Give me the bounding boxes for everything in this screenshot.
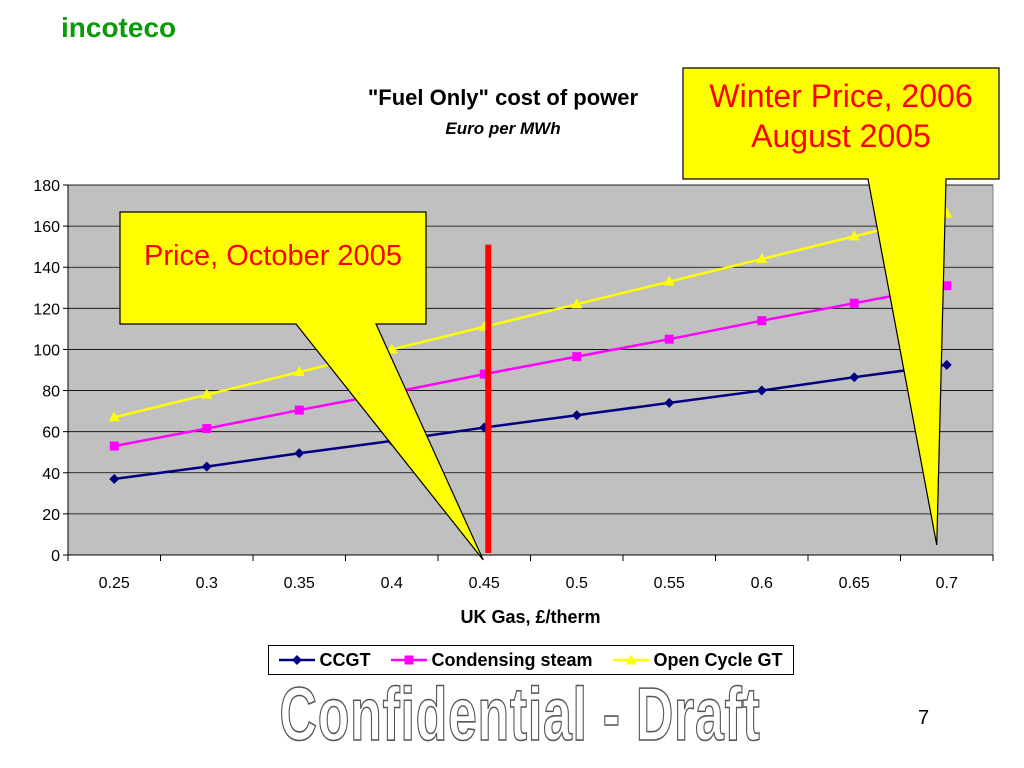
data-point-open-cycle-gt [386,343,398,354]
legend-label-condensing-steam: Condensing steam [431,649,593,670]
legend-swatch-open-cycle-gt [613,654,650,665]
x-tick-label: 0.25 [99,575,130,592]
callout-winter-text: Winter Price, 2006 August 2005 [683,76,999,156]
legend-swatch-ccgt [279,655,316,665]
y-tick-label: 120 [33,301,60,318]
chart-title: "Fuel Only" cost of power [367,85,639,110]
series-line-open-cycle-gt [113,212,948,419]
data-point-ccgt [849,372,860,383]
y-tick-label: 160 [33,219,60,236]
callout-winter-bubble [682,67,1000,546]
chart-legend: CCGT Condensing steam Open Cycle GT [268,645,794,675]
data-point-open-cycle-gt [571,298,583,309]
data-point-ccgt [571,410,582,421]
series-line-ccgt [114,363,947,481]
x-tick-label: 0.3 [196,575,218,592]
callout-october-text: Price, October 2005 [144,240,402,272]
x-tick-label: 0.35 [284,575,315,592]
x-tick-label: 0.6 [751,575,773,592]
chart-subtitle: Euro per MWh [445,119,561,138]
data-point-condensing-steam [849,298,859,308]
page-number: 7 [918,707,930,729]
y-tick-label: 0 [51,548,60,565]
y-tick-label: 20 [42,507,60,524]
data-point-condensing-steam [942,281,952,291]
legend-swatch-condensing-steam [391,655,428,665]
data-point-condensing-steam [757,316,767,326]
data-point-open-cycle-gt [201,388,213,399]
data-point-condensing-steam [479,369,489,379]
data-point-ccgt [109,473,120,484]
x-tick-label: 0.5 [566,575,588,592]
y-tick-label: 80 [42,384,60,401]
y-tick-label: 180 [33,178,60,195]
legend-entry-condensing-steam: Condensing steam [391,650,592,671]
callout-winter-line2: August 2005 [751,118,931,154]
data-point-open-cycle-gt [293,366,305,377]
data-point-open-cycle-gt [108,411,120,422]
y-tick-label: 100 [33,342,60,359]
y-tick-label: 40 [42,466,60,483]
data-point-condensing-steam [109,441,119,451]
data-point-ccgt [294,448,305,459]
y-tick-label: 140 [33,260,60,277]
legend-entry-ccgt: CCGT [279,650,370,671]
x-tick-label: 0.55 [654,575,685,592]
data-point-condensing-steam [294,405,304,415]
legend-label-ccgt: CCGT [319,649,371,670]
data-point-ccgt [664,397,675,408]
legend-label-open-cycle-gt: Open Cycle GT [653,649,783,670]
series-line-condensing-steam [114,284,947,448]
data-point-open-cycle-gt [756,253,768,263]
callout-winter-line1: Winter Price, 2006 [709,78,973,114]
x-tick-label: 0.7 [936,575,958,592]
callout-october-bubble [119,211,484,561]
x-tick-label: 0.4 [381,575,403,592]
data-point-ccgt [756,385,767,396]
data-point-condensing-steam [664,334,674,344]
data-point-open-cycle-gt [663,275,675,286]
legend-entry-open-cycle-gt: Open Cycle GT [613,649,783,671]
y-tick-label: 60 [42,425,60,442]
confidential-watermark: Confidential - Draft [279,672,761,758]
data-point-ccgt [941,359,952,370]
data-point-condensing-steam [572,352,582,362]
data-point-ccgt [201,461,212,472]
brand-logo: incoteco [61,12,177,43]
x-axis-label: UK Gas, £/therm [460,607,600,627]
x-tick-label: 0.65 [839,575,870,592]
x-tick-label: 0.45 [469,575,500,592]
data-point-open-cycle-gt [848,230,860,241]
data-point-condensing-steam [202,424,212,434]
